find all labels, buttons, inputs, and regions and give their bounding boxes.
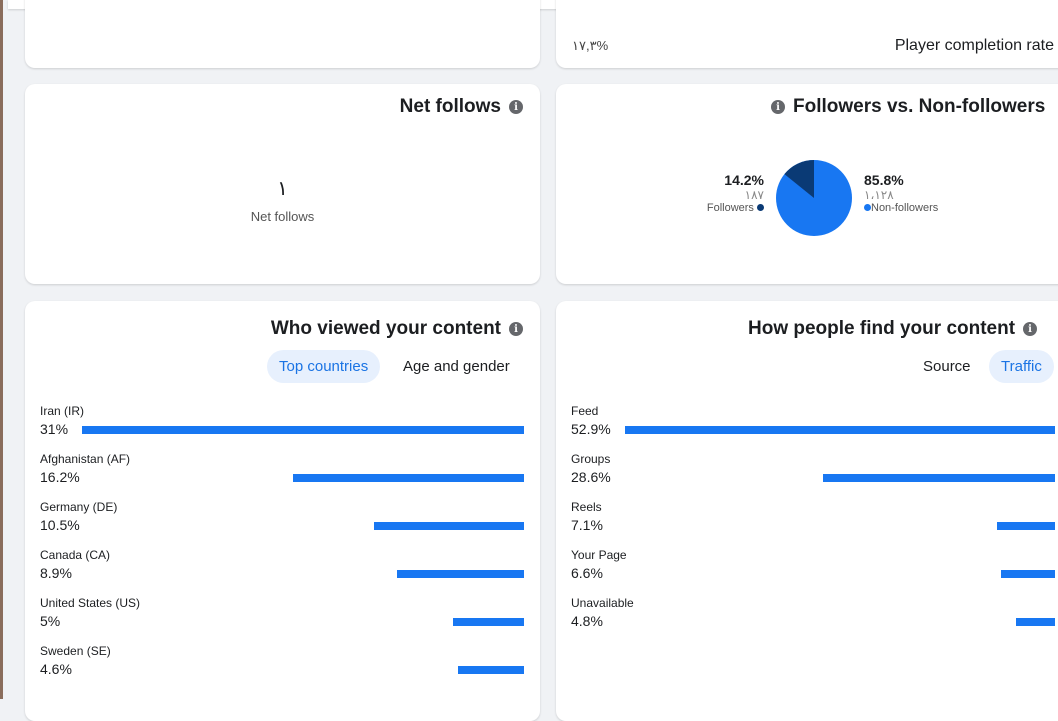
- item-percent: 7.1%: [571, 517, 603, 533]
- list-item: Canada (CA) 8.9%: [25, 548, 540, 596]
- info-icon[interactable]: i: [509, 322, 523, 336]
- net-follows-value: ١: [277, 178, 288, 200]
- card-followers: i Followers vs. Non-followers 14.2% ١٨٧ F…: [556, 84, 1058, 284]
- list-item: United States (US) 5%: [25, 596, 540, 644]
- item-percent: 31%: [40, 421, 69, 437]
- item-bar: [997, 522, 1055, 530]
- info-icon[interactable]: i: [771, 100, 785, 114]
- item-percent: 5%: [40, 613, 61, 629]
- item-bar: [1015, 618, 1055, 626]
- list-item: Afghanistan (AF) 16.2%: [25, 452, 540, 500]
- item-label: Feed: [571, 404, 599, 418]
- followers-pie: [776, 160, 852, 236]
- card-how-find: How people find your content i Source Tra…: [556, 301, 1058, 721]
- how-find-title: How people find your content: [748, 318, 1016, 339]
- item-percent: 16.2%: [40, 469, 80, 485]
- tab-traffic[interactable]: Traffic: [989, 350, 1054, 383]
- item-percent: 6.6%: [571, 565, 603, 581]
- item-label: Germany (DE): [40, 500, 118, 514]
- list-item: Reels 7.1%: [556, 500, 1058, 548]
- item-bar: [1001, 570, 1055, 578]
- item-bar: [625, 426, 1055, 434]
- item-label: Groups: [571, 452, 611, 466]
- list-item: Unavailable 4.8%: [556, 596, 1058, 644]
- non-followers-count: ١،١٢٨: [864, 188, 894, 202]
- followers-label: Followers: [706, 202, 754, 214]
- list-item: Your Page 6.6%: [556, 548, 1058, 596]
- followers-title: Followers vs. Non-followers: [793, 96, 1046, 117]
- non-followers-pct: 85.8%: [864, 172, 904, 188]
- player-completion-value: ١٧,٣%: [572, 38, 609, 53]
- item-percent: 52.9%: [571, 421, 611, 437]
- item-bar: [822, 474, 1055, 482]
- non-followers-label: Non-followers: [871, 202, 939, 214]
- tab-age-gender[interactable]: Age and gender: [403, 358, 510, 375]
- item-label: Unavailable: [571, 596, 634, 610]
- item-label: Sweden (SE): [40, 644, 111, 658]
- item-label: Your Page: [571, 548, 627, 562]
- item-bar: [397, 570, 524, 578]
- item-bar: [452, 618, 524, 626]
- list-item: Germany (DE) 10.5%: [25, 500, 540, 548]
- item-percent: 8.9%: [40, 565, 72, 581]
- item-label: Canada (CA): [40, 548, 111, 562]
- list-item: Feed 52.9%: [556, 404, 1058, 452]
- item-bar: [82, 426, 524, 434]
- item-percent: 10.5%: [40, 517, 80, 533]
- item-bar: [458, 666, 524, 674]
- item-percent: 4.6%: [40, 661, 72, 677]
- info-icon[interactable]: i: [509, 100, 523, 114]
- tab-top-countries[interactable]: Top countries: [267, 350, 381, 383]
- item-label: Reels: [571, 500, 602, 514]
- list-item: Sweden (SE) 4.6%: [25, 644, 540, 692]
- item-label: United States (US): [40, 596, 141, 610]
- followers-dot: [757, 204, 764, 211]
- who-viewed-title: Who viewed your content: [270, 318, 501, 339]
- item-label: Afghanistan (AF): [40, 452, 131, 466]
- card-top-left: [25, 0, 540, 68]
- info-icon[interactable]: i: [1023, 322, 1038, 336]
- followers-count: ١٨٧: [744, 188, 764, 202]
- item-percent: 28.6%: [571, 469, 611, 485]
- pie-slice-followers: [784, 160, 814, 198]
- non-followers-dot: [864, 204, 871, 211]
- card-net-follows: Net follows i ١ Net follows: [25, 84, 540, 284]
- player-completion-label: Player completion rate: [894, 37, 1054, 54]
- card-who-viewed: Who viewed your content i Top countries A…: [25, 301, 540, 721]
- net-follows-title: Net follows: [399, 96, 501, 117]
- item-bar: [293, 474, 524, 482]
- followers-pct: 14.2%: [724, 172, 764, 188]
- net-follows-label: Net follows: [250, 209, 315, 224]
- item-percent: 4.8%: [571, 613, 603, 629]
- list-item: Groups 28.6%: [556, 452, 1058, 500]
- item-bar: [374, 522, 524, 530]
- list-item: Iran (IR) 31%: [25, 404, 540, 452]
- tab-source[interactable]: Source: [923, 358, 971, 375]
- card-player-completion: ١٧,٣% Player completion rate: [556, 0, 1058, 68]
- window-edge: [0, 0, 8, 699]
- item-label: Iran (IR): [40, 404, 85, 418]
